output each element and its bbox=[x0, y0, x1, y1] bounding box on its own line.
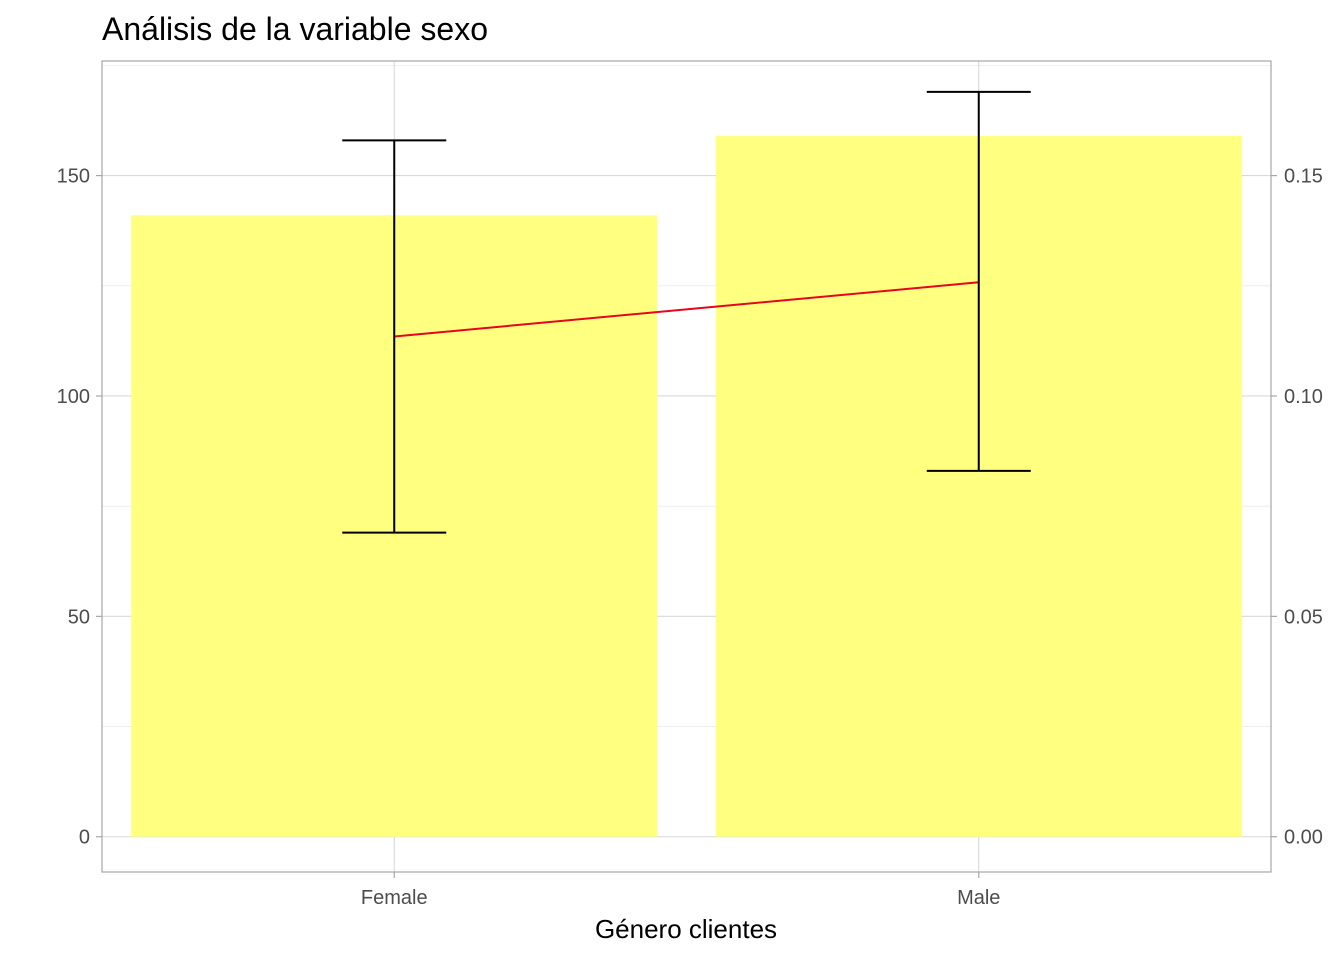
bars bbox=[131, 135, 1242, 837]
y-tick-label-left: 50 bbox=[68, 606, 90, 628]
y-axis-left: 0 50 100 150 bbox=[57, 166, 102, 849]
y-tick-label-left: 0 bbox=[79, 827, 90, 849]
y-axis-right: 0.00 0.05 0.10 0.15 bbox=[1271, 166, 1323, 849]
y-tick-label-right: 0.05 bbox=[1284, 606, 1323, 628]
x-axis-label: Género clientes bbox=[595, 914, 777, 944]
error-bar-male bbox=[926, 90, 1031, 472]
y-tick-label-right: 0.00 bbox=[1284, 827, 1323, 849]
x-tick-label: Female bbox=[361, 887, 428, 909]
y-tick-label-right: 0.15 bbox=[1284, 166, 1323, 188]
plot-frame bbox=[101, 60, 1272, 873]
x-tick-label: Male bbox=[957, 887, 1000, 909]
chart-title: Análisis de la variable sexo bbox=[102, 11, 488, 47]
trend-line bbox=[394, 281, 979, 338]
trend-line-layer bbox=[394, 281, 979, 338]
y-tick-label-left: 100 bbox=[57, 386, 90, 408]
y-tick-label-right: 0.10 bbox=[1284, 386, 1323, 408]
x-axis: Female Male bbox=[361, 872, 1000, 909]
error-bars bbox=[342, 90, 1031, 534]
error-bar-female bbox=[342, 139, 447, 534]
y-tick-label-left: 150 bbox=[57, 166, 90, 188]
